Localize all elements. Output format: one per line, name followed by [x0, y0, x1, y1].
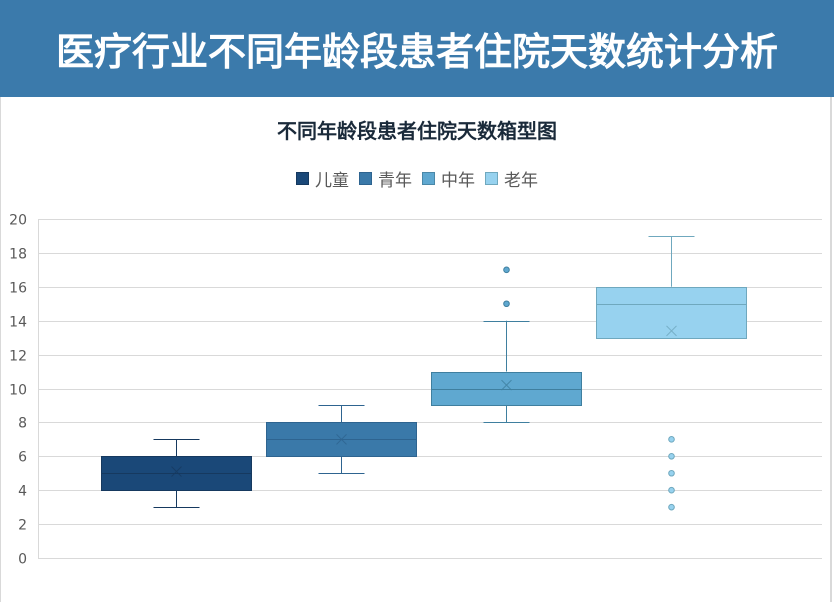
- mean-marker-icon: [336, 433, 347, 445]
- chart-legend: 儿童 青年 中年 老年: [0, 166, 834, 191]
- mean-marker-icon: [501, 379, 512, 391]
- outlier-point: [668, 503, 675, 511]
- legend-swatch-child: [296, 172, 309, 185]
- mean-marker-icon: [171, 466, 182, 477]
- mean-marker-icon: [666, 325, 677, 337]
- y-tick-label: 20: [9, 213, 27, 229]
- y-tick-label: 4: [18, 484, 27, 500]
- y-tick-label: 2: [18, 518, 27, 534]
- page-title: 医疗行业不同年龄段患者住院天数统计分析: [55, 30, 778, 74]
- outlier-point: [503, 300, 510, 308]
- chart-panel: [0, 97, 832, 602]
- box-elder: [596, 287, 747, 339]
- legend-item-middle[interactable]: 中年: [422, 166, 475, 191]
- y-tick-label: 8: [18, 416, 27, 432]
- outlier-point: [668, 486, 675, 494]
- legend-swatch-elder: [485, 172, 498, 185]
- y-tick-label: 18: [9, 247, 27, 263]
- y-tick-label: 6: [18, 450, 27, 466]
- legend-label: 青年: [378, 171, 412, 191]
- y-tick-label: 0: [18, 552, 27, 568]
- legend-item-youth[interactable]: 青年: [359, 166, 412, 191]
- outlier-point: [503, 266, 510, 274]
- legend-label: 中年: [441, 171, 475, 191]
- legend-label: 老年: [504, 171, 538, 191]
- legend-item-elder[interactable]: 老年: [485, 166, 538, 191]
- legend-swatch-middle: [422, 172, 435, 185]
- chart-title: 不同年龄段患者住院天数箱型图: [277, 119, 557, 143]
- legend-swatch-youth: [359, 172, 372, 185]
- y-tick-label: 12: [9, 349, 27, 365]
- y-tick-label: 10: [9, 383, 27, 399]
- outlier-point: [668, 436, 675, 443]
- y-tick-label: 14: [9, 315, 27, 331]
- page-header: 医疗行业不同年龄段患者住院天数统计分析: [0, 0, 834, 97]
- outlier-point: [668, 453, 675, 460]
- y-tick-label: 16: [9, 281, 27, 297]
- legend-label: 儿童: [315, 171, 349, 191]
- outlier-point: [668, 469, 675, 477]
- legend-item-child[interactable]: 儿童: [296, 166, 349, 191]
